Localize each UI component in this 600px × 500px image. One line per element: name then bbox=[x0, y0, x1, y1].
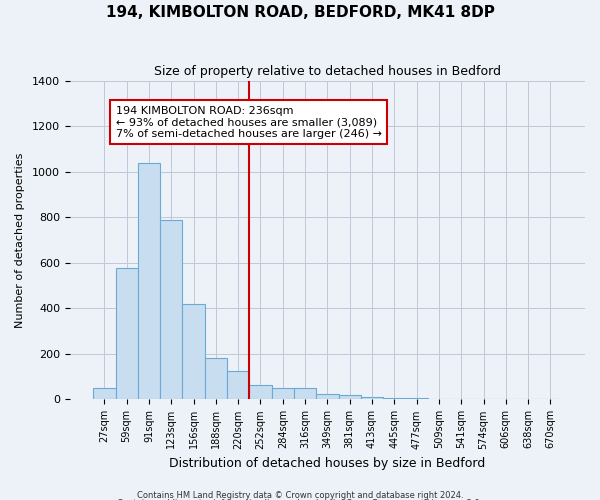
Bar bbox=[205, 358, 227, 400]
Bar bbox=[272, 388, 294, 400]
X-axis label: Distribution of detached houses by size in Bedford: Distribution of detached houses by size … bbox=[169, 457, 485, 470]
Bar bbox=[383, 398, 406, 400]
Y-axis label: Number of detached properties: Number of detached properties bbox=[15, 152, 25, 328]
Bar bbox=[361, 397, 383, 400]
Title: Size of property relative to detached houses in Bedford: Size of property relative to detached ho… bbox=[154, 65, 501, 78]
Bar bbox=[138, 162, 160, 400]
Bar bbox=[294, 388, 316, 400]
Bar bbox=[316, 394, 338, 400]
Text: Contains public sector information licensed under the Open Government Licence v3: Contains public sector information licen… bbox=[118, 499, 482, 500]
Text: Contains HM Land Registry data © Crown copyright and database right 2024.: Contains HM Land Registry data © Crown c… bbox=[137, 490, 463, 500]
Bar bbox=[182, 304, 205, 400]
Bar bbox=[428, 399, 450, 400]
Text: 194, KIMBOLTON ROAD, BEDFORD, MK41 8DP: 194, KIMBOLTON ROAD, BEDFORD, MK41 8DP bbox=[106, 5, 494, 20]
Bar bbox=[338, 395, 361, 400]
Bar bbox=[406, 398, 428, 400]
Text: 194 KIMBOLTON ROAD: 236sqm
← 93% of detached houses are smaller (3,089)
7% of se: 194 KIMBOLTON ROAD: 236sqm ← 93% of deta… bbox=[116, 106, 382, 139]
Bar bbox=[250, 384, 272, 400]
Bar bbox=[116, 268, 138, 400]
Bar bbox=[160, 220, 182, 400]
Bar bbox=[227, 371, 250, 400]
Bar bbox=[93, 388, 116, 400]
